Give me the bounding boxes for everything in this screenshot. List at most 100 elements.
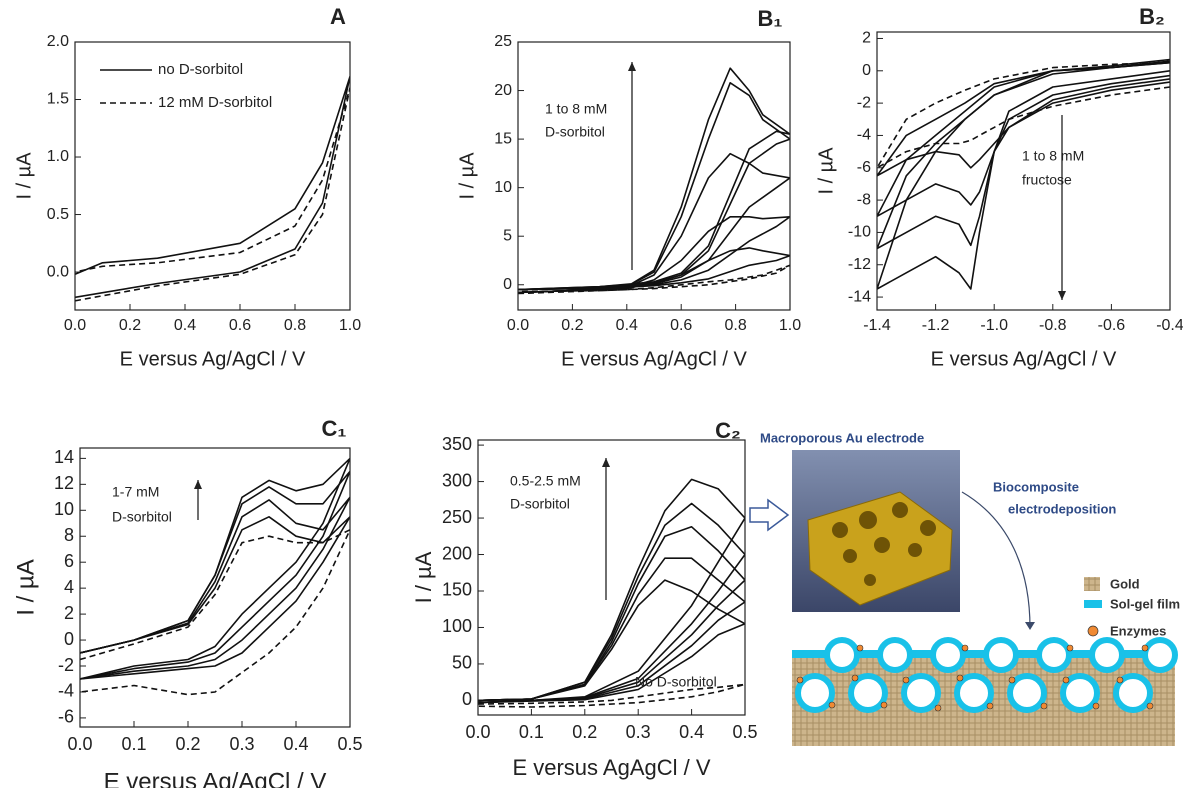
cv-curve (478, 478, 745, 704)
y-tick-label: 0 (462, 689, 472, 709)
process-label: Biocomposite (993, 479, 1079, 494)
y-tick-label: 50 (452, 653, 472, 673)
y-axis-label: I / µA (13, 152, 35, 200)
legend-label: Enzymes (1110, 623, 1166, 638)
legend-label: Gold (1110, 576, 1140, 591)
y-tick-label: -4 (857, 127, 871, 144)
electrode-label: Macroporous Au electrode (760, 430, 924, 445)
plot-lines (877, 58, 1170, 290)
y-tick-label: 20 (494, 82, 512, 99)
x-tick-label: 0.4 (679, 722, 704, 742)
y-tick-label: 0.0 (47, 263, 69, 280)
cv-curve (518, 152, 790, 294)
y-axis-label: I / µA (456, 152, 478, 200)
panel-label: B₁ (758, 6, 783, 31)
x-tick-label: 0.5 (732, 722, 757, 742)
cv-curve (80, 470, 350, 680)
x-tick-label: 0.1 (519, 722, 544, 742)
y-tick-label: -2 (857, 94, 871, 111)
x-tick-label: 0.2 (119, 317, 141, 334)
y-tick-label: -2 (58, 655, 74, 675)
x-tick-label: 0.0 (507, 317, 529, 334)
y-tick-label: 14 (54, 447, 74, 467)
x-tick-label: 0.2 (561, 317, 583, 334)
y-tick-label: 25 (494, 33, 512, 50)
x-tick-label: 0.8 (284, 317, 306, 334)
legend-label: 12 mM D-sorbitol (158, 94, 272, 111)
annotation: 1 to 8 mM (1022, 148, 1084, 164)
x-tick-label: 0.1 (121, 734, 146, 754)
plot-lines (518, 67, 790, 295)
annotation: D-sorbitol (112, 509, 172, 525)
schematic: Macroporous Au electrode Biocomposite el… (749, 430, 1180, 746)
plot-frame (79, 447, 351, 728)
y-tick-label: 0 (503, 276, 512, 293)
y-tick-label: 4 (64, 577, 74, 597)
y-tick-label: -8 (857, 191, 871, 208)
y-tick-label: 2 (64, 603, 74, 623)
y-tick-label: 10 (54, 499, 74, 519)
x-tick-label: 0.6 (229, 317, 251, 334)
x-tick-label: 0.2 (572, 722, 597, 742)
panel: 0.0 0.2 0.4 0.6 0.8 1.0 0 5 10 15 20 25 B₁ E versus A… (456, 6, 801, 370)
x-tick-label: -1.4 (863, 317, 891, 334)
y-tick-label: 0 (64, 629, 74, 649)
x-tick-label: 0.0 (64, 317, 86, 334)
cv-curve (80, 496, 350, 680)
y-tick-label: -6 (857, 159, 871, 176)
x-tick-label: 0.6 (670, 317, 692, 334)
y-tick-label: 350 (442, 434, 472, 454)
arrow-head (602, 458, 610, 467)
y-axis-label: I / µA (12, 559, 39, 616)
cv-curve (877, 61, 1170, 218)
cv-curve (80, 529, 350, 696)
x-tick-label: 0.3 (229, 734, 254, 754)
y-tick-label: 0 (862, 62, 871, 79)
plot-frame (477, 439, 746, 716)
plot-lines (478, 478, 745, 708)
x-tick-label: 0.4 (616, 317, 638, 334)
x-tick-label: 0.5 (337, 734, 362, 754)
cv-curve (478, 502, 745, 704)
x-tick-label: -1.0 (980, 317, 1008, 334)
cv-curve (877, 61, 1170, 177)
y-tick-label: 100 (442, 616, 472, 636)
y-tick-label: -10 (848, 224, 871, 241)
y-tick-label: -4 (58, 681, 74, 701)
legend-label: no D-sorbitol (158, 61, 243, 78)
cv-curve (478, 579, 745, 704)
y-tick-label: 250 (442, 507, 472, 527)
x-tick-label: 0.3 (626, 722, 651, 742)
x-tick-label: 0.4 (174, 317, 196, 334)
y-tick-label: 2 (862, 30, 871, 47)
panel-label: C₁ (322, 416, 347, 441)
y-tick-label: 0.5 (47, 206, 69, 223)
x-axis-label: E versus Ag/AgCl / V (561, 348, 747, 370)
x-tick-label: 0.8 (724, 317, 746, 334)
cv-curve (518, 216, 790, 294)
y-tick-label: 8 (64, 525, 74, 545)
plot-lines (75, 75, 350, 302)
legend-gold (1084, 577, 1100, 591)
x-axis-label: E versus AgAgCl / V (512, 755, 710, 780)
panel-label: A (330, 4, 346, 29)
cv-curve (518, 247, 790, 294)
x-tick-label: 1.0 (339, 317, 361, 334)
cv-curve (518, 67, 790, 294)
annotation: 0.5-2.5 mM (510, 473, 581, 489)
x-axis-label: E versus Ag/AgCl / V (931, 348, 1117, 370)
y-tick-label: 5 (503, 227, 512, 244)
y-tick-label: -6 (58, 707, 74, 727)
panel-label: B₂ (1139, 4, 1165, 29)
annotation: D-sorbitol (545, 124, 605, 140)
y-tick-label: 2.0 (47, 33, 69, 50)
cv-curve (478, 557, 745, 704)
process-arrow (961, 491, 1031, 629)
annotation: 1-7 mM (112, 484, 159, 500)
panel: 0.0 0.2 0.4 0.6 0.8 1.0 0.0 0.5 1.0 1.5 2.0 A E vers… (13, 4, 361, 370)
annotation: 1 to 8 mM (545, 101, 607, 117)
x-axis-label: E versus Ag/AgCl / V (104, 768, 327, 788)
plot-frame (517, 41, 791, 311)
x-tick-label: 0.2 (175, 734, 200, 754)
